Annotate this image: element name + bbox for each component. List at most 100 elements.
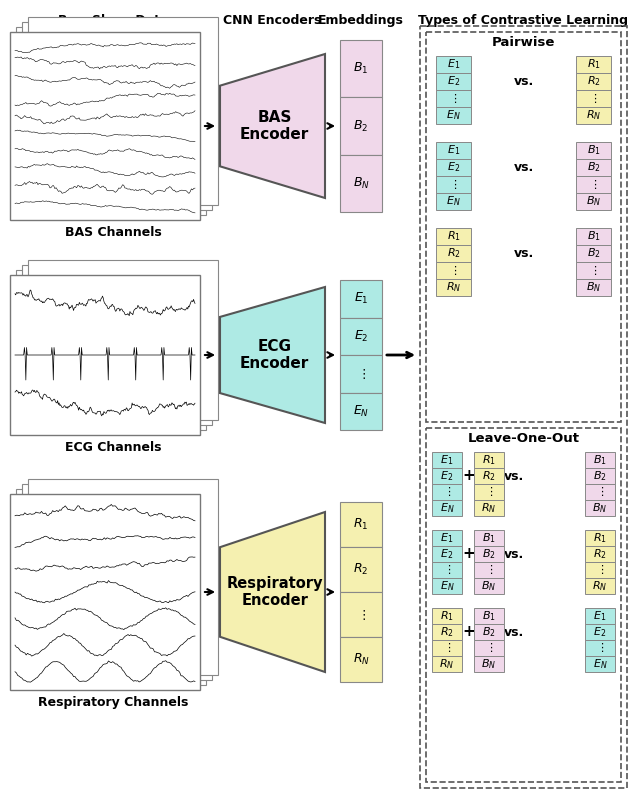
Text: ECG
Encoder: ECG Encoder — [240, 339, 309, 372]
Text: $B_1$: $B_1$ — [586, 229, 600, 244]
Text: $B_1$: $B_1$ — [586, 144, 600, 157]
Bar — [576, 176, 611, 193]
Text: ECG Channels: ECG Channels — [64, 441, 161, 454]
Text: $\vdots$: $\vdots$ — [485, 485, 493, 499]
Text: $E_2$: $E_2$ — [593, 625, 607, 639]
Text: $\vdots$: $\vdots$ — [356, 367, 365, 381]
Text: $R_N$: $R_N$ — [482, 501, 497, 515]
Bar — [436, 107, 471, 124]
Text: $B_2$: $B_2$ — [482, 547, 496, 561]
Bar — [576, 193, 611, 210]
Text: $R_N$: $R_N$ — [439, 657, 454, 671]
Text: $E_2$: $E_2$ — [441, 547, 454, 561]
Bar — [432, 562, 462, 578]
Text: vs.: vs. — [504, 626, 524, 638]
Bar — [436, 159, 471, 176]
Bar — [576, 56, 611, 73]
Bar — [10, 275, 200, 435]
Bar — [576, 73, 611, 90]
Bar — [436, 228, 471, 245]
Bar — [585, 608, 615, 624]
Bar — [474, 640, 504, 656]
Bar — [340, 40, 382, 98]
Text: $B_1$: $B_1$ — [593, 453, 607, 467]
Text: $B_1$: $B_1$ — [482, 609, 496, 623]
Bar — [16, 489, 206, 685]
Text: $E_N$: $E_N$ — [440, 579, 454, 593]
Text: $E_1$: $E_1$ — [354, 291, 368, 306]
Text: Embeddings: Embeddings — [318, 14, 404, 27]
Text: $B_1$: $B_1$ — [353, 61, 368, 76]
Bar — [340, 392, 382, 430]
Text: $\vdots$: $\vdots$ — [485, 642, 493, 654]
Bar — [426, 428, 621, 782]
Text: $E_1$: $E_1$ — [447, 58, 460, 71]
Text: $R_N$: $R_N$ — [586, 109, 601, 122]
Text: $\vdots$: $\vdots$ — [443, 642, 451, 654]
Text: $E_N$: $E_N$ — [446, 195, 461, 208]
Text: $R_2$: $R_2$ — [593, 547, 607, 561]
Bar — [340, 637, 382, 682]
Text: +: + — [463, 546, 475, 561]
Bar — [585, 484, 615, 500]
Bar — [474, 530, 504, 546]
Bar — [585, 500, 615, 516]
Text: $R_1$: $R_1$ — [440, 609, 454, 623]
Bar — [576, 279, 611, 296]
Text: $R_N$: $R_N$ — [592, 579, 607, 593]
Polygon shape — [220, 287, 325, 423]
Text: Leave-One-Out: Leave-One-Out — [468, 433, 580, 445]
Bar — [28, 260, 218, 420]
Text: $\vdots$: $\vdots$ — [356, 607, 365, 622]
Text: $R_2$: $R_2$ — [586, 75, 600, 88]
Bar — [474, 452, 504, 468]
Text: $E_2$: $E_2$ — [354, 329, 368, 344]
Text: $R_2$: $R_2$ — [440, 625, 454, 639]
Bar — [576, 159, 611, 176]
Bar — [436, 279, 471, 296]
Text: $B_N$: $B_N$ — [592, 501, 607, 515]
Bar — [585, 578, 615, 594]
Text: $R_N$: $R_N$ — [353, 652, 370, 667]
Bar — [426, 32, 621, 422]
Bar — [432, 656, 462, 672]
Bar — [22, 22, 212, 210]
Text: $\vdots$: $\vdots$ — [590, 178, 598, 191]
Text: $E_2$: $E_2$ — [447, 160, 460, 175]
Bar — [10, 32, 200, 220]
Text: $B_N$: $B_N$ — [586, 280, 601, 295]
Text: $R_2$: $R_2$ — [482, 469, 496, 483]
Bar — [585, 468, 615, 484]
Bar — [576, 228, 611, 245]
Bar — [436, 262, 471, 279]
Bar — [474, 500, 504, 516]
Bar — [432, 530, 462, 546]
Text: $B_2$: $B_2$ — [586, 247, 600, 260]
Text: $E_1$: $E_1$ — [441, 453, 454, 467]
Text: $R_1$: $R_1$ — [447, 229, 461, 244]
Bar — [22, 484, 212, 680]
Text: $B_1$: $B_1$ — [482, 531, 496, 545]
Bar — [576, 142, 611, 159]
Bar — [474, 484, 504, 500]
Text: Respiratory
Encoder: Respiratory Encoder — [226, 576, 323, 608]
Bar — [474, 578, 504, 594]
Bar — [585, 530, 615, 546]
Text: $B_N$: $B_N$ — [482, 657, 497, 671]
Bar — [585, 562, 615, 578]
Bar — [474, 562, 504, 578]
Bar — [585, 640, 615, 656]
Text: $E_N$: $E_N$ — [446, 109, 461, 122]
Text: vs.: vs. — [513, 161, 533, 174]
Bar — [576, 90, 611, 107]
Bar — [576, 245, 611, 262]
Text: $R_1$: $R_1$ — [353, 517, 368, 532]
Text: $E_N$: $E_N$ — [353, 403, 369, 418]
Text: $E_1$: $E_1$ — [593, 609, 607, 623]
Bar — [340, 318, 382, 355]
Bar — [585, 624, 615, 640]
Text: $R_1$: $R_1$ — [593, 531, 607, 545]
Text: $\vdots$: $\vdots$ — [449, 264, 458, 277]
Bar — [432, 484, 462, 500]
Bar — [340, 98, 382, 155]
